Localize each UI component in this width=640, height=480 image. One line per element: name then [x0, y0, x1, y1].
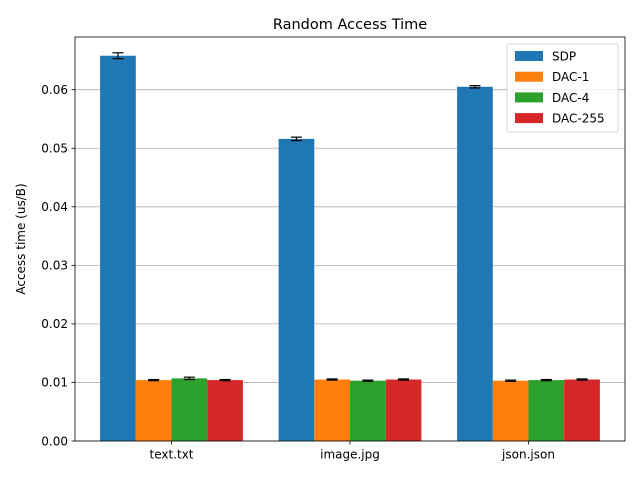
- bar-dac-255-1: [385, 379, 422, 441]
- legend-label-dac-1: DAC-1: [552, 70, 589, 84]
- error-bars: [112, 52, 588, 382]
- legend-swatch-dac-4: [515, 92, 543, 103]
- axes: [71, 36, 626, 445]
- bar-sdp-0: [100, 55, 136, 441]
- legend-swatch-dac-1: [515, 71, 543, 82]
- bar-dac-4-1: [350, 380, 386, 441]
- bar-dac-1-0: [135, 380, 172, 441]
- y-tick-label: 0.03: [41, 259, 68, 273]
- bar-dac-4-2: [528, 380, 565, 441]
- legend: SDP DAC-1 DAC-4 DAC-255: [506, 43, 619, 133]
- x-tick-label: json.json: [501, 448, 555, 462]
- bar-dac-4-0: [171, 378, 208, 441]
- y-axis-label: Access time (us/B): [14, 183, 28, 294]
- x-tick-label: image.jpg: [320, 448, 380, 462]
- y-tick-label: 0.02: [41, 317, 68, 331]
- legend-label-sdp: SDP: [552, 50, 576, 64]
- y-tick-label: 0.06: [41, 83, 68, 97]
- y-tick-label: 0.04: [41, 200, 68, 214]
- tick-labels: 0.00 0.01 0.02 0.03 0.04 0.05 0.06 text.txt imag…: [41, 83, 555, 462]
- y-tick-label: 0.00: [41, 434, 68, 448]
- legend-box: [506, 43, 619, 133]
- bar-dac-1-2: [492, 380, 529, 441]
- chart-title: Random Access Time: [273, 17, 427, 33]
- bar-sdp-2: [457, 86, 493, 441]
- legend-swatch-sdp: [515, 51, 543, 61]
- plot-frame: [74, 36, 626, 442]
- bar-dac-1-1: [314, 379, 350, 441]
- y-tick-label: 0.05: [41, 142, 68, 156]
- bar-sdp-1: [278, 138, 315, 441]
- legend-label-dac-255: DAC-255: [552, 112, 605, 126]
- legend-label-dac-4: DAC-4: [552, 91, 589, 105]
- bars: [100, 55, 600, 441]
- bar-dac-255-2: [564, 379, 600, 441]
- legend-swatch-dac-255: [515, 113, 543, 124]
- bar-dac-255-0: [207, 380, 243, 441]
- x-tick-label: text.txt: [149, 448, 193, 462]
- y-tick-label: 0.01: [41, 376, 68, 390]
